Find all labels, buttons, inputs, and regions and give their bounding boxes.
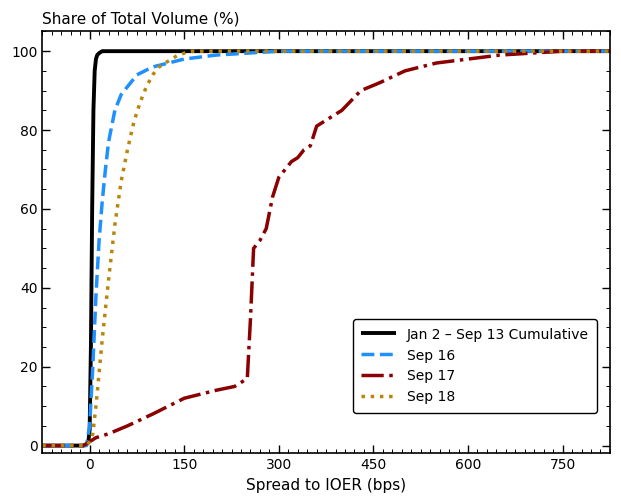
Sep 18 bbox=[124, 147, 131, 153]
Sep 18 bbox=[117, 178, 125, 184]
Sep 17 bbox=[93, 434, 100, 440]
Sep 17 bbox=[376, 80, 383, 86]
Sep 18 bbox=[161, 60, 169, 66]
Sep 18 bbox=[137, 99, 144, 105]
Sep 17 bbox=[105, 431, 112, 437]
Sep 16 bbox=[117, 92, 125, 98]
Jan 2 – Sep 13 Cumulative bbox=[79, 443, 87, 449]
Jan 2 – Sep 13 Cumulative bbox=[91, 68, 98, 74]
Sep 17 bbox=[263, 226, 270, 232]
Jan 2 – Sep 13 Cumulative bbox=[96, 50, 103, 56]
Jan 2 – Sep 13 Cumulative bbox=[89, 107, 97, 113]
Sep 16 bbox=[93, 293, 100, 299]
Sep 17 bbox=[269, 194, 276, 200]
Jan 2 – Sep 13 Cumulative bbox=[606, 48, 614, 54]
Jan 2 – Sep 13 Cumulative bbox=[88, 206, 96, 212]
Sep 17 bbox=[294, 155, 301, 161]
Sep 18 bbox=[105, 277, 112, 283]
Sep 16 bbox=[134, 72, 141, 78]
Sep 16 bbox=[243, 50, 251, 56]
Sep 18 bbox=[168, 56, 175, 62]
Sep 17 bbox=[39, 443, 46, 449]
Line: Jan 2 – Sep 13 Cumulative: Jan 2 – Sep 13 Cumulative bbox=[42, 51, 610, 446]
Sep 18 bbox=[149, 72, 156, 78]
Sep 18 bbox=[606, 48, 614, 54]
Jan 2 – Sep 13 Cumulative bbox=[87, 344, 94, 350]
Sep 17 bbox=[281, 166, 289, 172]
Sep 16 bbox=[149, 64, 156, 70]
Sep 17 bbox=[247, 317, 254, 323]
Line: Sep 18: Sep 18 bbox=[42, 51, 610, 446]
Sep 18 bbox=[83, 443, 90, 449]
Sep 17 bbox=[79, 443, 87, 449]
Jan 2 – Sep 13 Cumulative bbox=[99, 48, 106, 54]
Sep 16 bbox=[181, 56, 188, 62]
Sep 16 bbox=[96, 237, 103, 243]
Sep 18 bbox=[130, 119, 137, 125]
Sep 17 bbox=[433, 60, 440, 66]
Sep 18 bbox=[99, 336, 106, 342]
Sep 18 bbox=[175, 52, 182, 58]
Sep 18 bbox=[89, 431, 96, 437]
Sep 18 bbox=[39, 443, 46, 449]
Sep 17 bbox=[606, 48, 614, 54]
Sep 17 bbox=[465, 56, 472, 62]
Sep 16 bbox=[111, 107, 119, 113]
Jan 2 – Sep 13 Cumulative bbox=[39, 443, 46, 449]
Sep 18 bbox=[111, 222, 119, 228]
Sep 16 bbox=[39, 443, 46, 449]
Sep 16 bbox=[83, 443, 90, 449]
Sep 17 bbox=[527, 50, 535, 56]
Sep 16 bbox=[275, 48, 283, 54]
Sep 16 bbox=[89, 364, 96, 370]
Sep 17 bbox=[275, 174, 283, 180]
Sep 18 bbox=[86, 438, 93, 445]
Jan 2 – Sep 13 Cumulative bbox=[83, 442, 90, 448]
Line: Sep 16: Sep 16 bbox=[42, 51, 610, 446]
Text: Share of Total Volume (%): Share of Total Volume (%) bbox=[42, 11, 240, 26]
Sep 17 bbox=[591, 48, 598, 54]
Sep 17 bbox=[256, 237, 264, 243]
Sep 16 bbox=[606, 48, 614, 54]
Sep 16 bbox=[105, 139, 112, 145]
Sep 18 bbox=[181, 50, 188, 56]
Sep 17 bbox=[243, 375, 251, 382]
Sep 17 bbox=[338, 107, 346, 113]
Sep 17 bbox=[357, 88, 365, 94]
Jan 2 – Sep 13 Cumulative bbox=[86, 427, 93, 433]
Sep 17 bbox=[307, 143, 314, 149]
Sep 18 bbox=[187, 48, 194, 54]
Sep 17 bbox=[124, 423, 131, 429]
Sep 16 bbox=[102, 166, 109, 172]
Sep 17 bbox=[250, 245, 257, 251]
Sep 18 bbox=[155, 64, 163, 70]
Sep 18 bbox=[93, 403, 100, 409]
X-axis label: Spread to IOER (bps): Spread to IOER (bps) bbox=[246, 478, 406, 493]
Legend: Jan 2 – Sep 13 Cumulative, Sep 16, Sep 17, Sep 18: Jan 2 – Sep 13 Cumulative, Sep 16, Sep 1… bbox=[353, 319, 597, 413]
Sep 17 bbox=[301, 147, 308, 153]
Jan 2 – Sep 13 Cumulative bbox=[94, 52, 101, 58]
Sep 17 bbox=[559, 48, 566, 54]
Sep 17 bbox=[181, 395, 188, 401]
Sep 17 bbox=[237, 380, 245, 386]
Jan 2 – Sep 13 Cumulative bbox=[84, 438, 92, 445]
Sep 17 bbox=[212, 388, 219, 394]
Sep 17 bbox=[496, 52, 503, 58]
Sep 16 bbox=[99, 198, 106, 204]
Line: Sep 17: Sep 17 bbox=[42, 51, 610, 446]
Sep 17 bbox=[231, 384, 238, 390]
Sep 17 bbox=[288, 159, 295, 165]
Sep 16 bbox=[86, 423, 93, 429]
Sep 17 bbox=[401, 68, 409, 74]
Sep 17 bbox=[86, 438, 93, 445]
Jan 2 – Sep 13 Cumulative bbox=[93, 56, 100, 62]
Sep 17 bbox=[313, 123, 320, 129]
Sep 17 bbox=[149, 411, 156, 417]
Sep 18 bbox=[143, 84, 150, 90]
Sep 16 bbox=[212, 52, 219, 58]
Sep 17 bbox=[325, 115, 333, 121]
